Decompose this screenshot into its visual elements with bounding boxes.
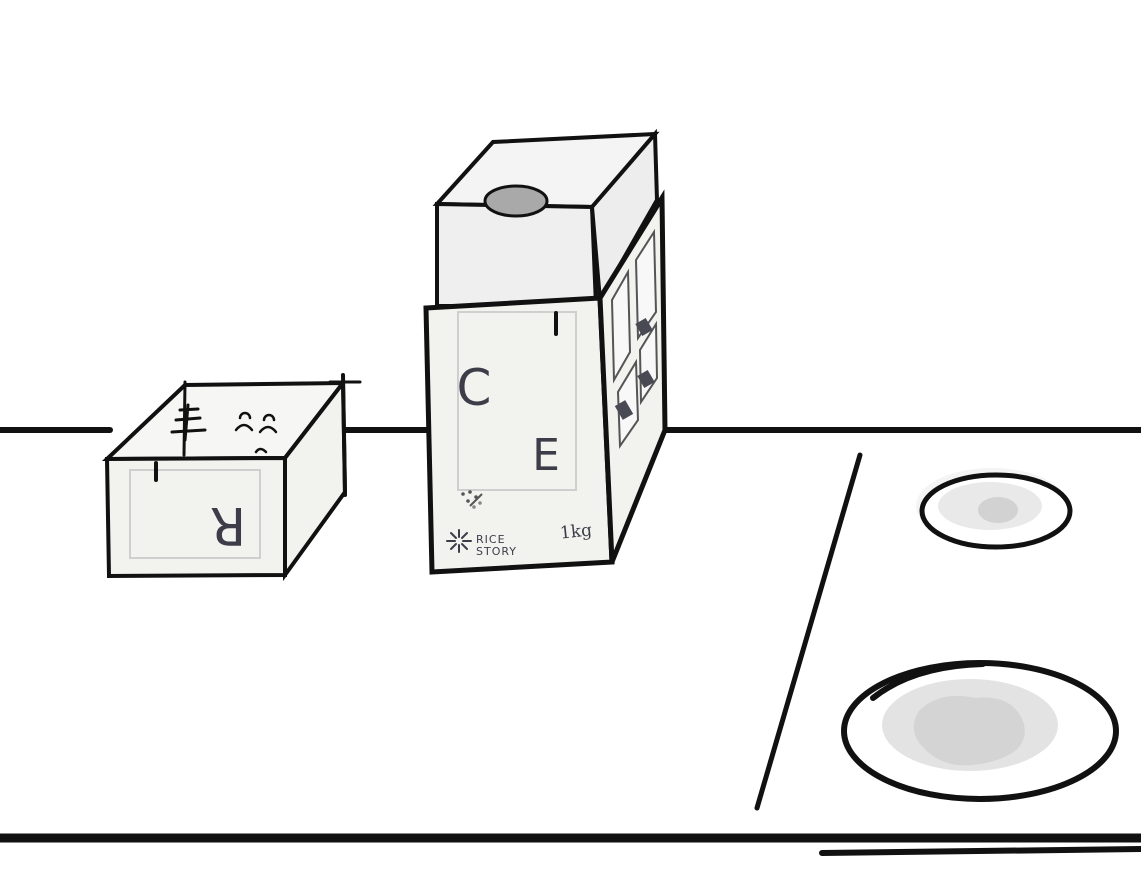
small-box: R (101, 373, 362, 582)
sun-burst-icon (446, 529, 472, 553)
rice-box-side-windows (610, 228, 659, 450)
small-box-letter-r: R (210, 495, 246, 555)
small-box-inner-marks (170, 403, 278, 454)
rice-box-weight-label: 1kg (559, 520, 593, 543)
rice-box-letter-c: C (457, 359, 492, 417)
rice-box-lid-side (589, 128, 660, 307)
counter-divider-line (754, 452, 863, 811)
rice-box-brand-line2: STORY (476, 545, 517, 558)
rice-box-letter-e: E (532, 430, 560, 481)
large-plate (841, 660, 1119, 802)
rice-box-brand-line1: RICE (476, 533, 506, 546)
rice-box: C E RICE STORY 1kg (423, 128, 668, 575)
rice-box-lid-front (435, 201, 599, 308)
rice-grain-marks (461, 490, 483, 509)
small-plate (916, 468, 1073, 550)
table-front-edge (0, 833, 1141, 856)
rice-box-spout-cap (483, 184, 549, 218)
